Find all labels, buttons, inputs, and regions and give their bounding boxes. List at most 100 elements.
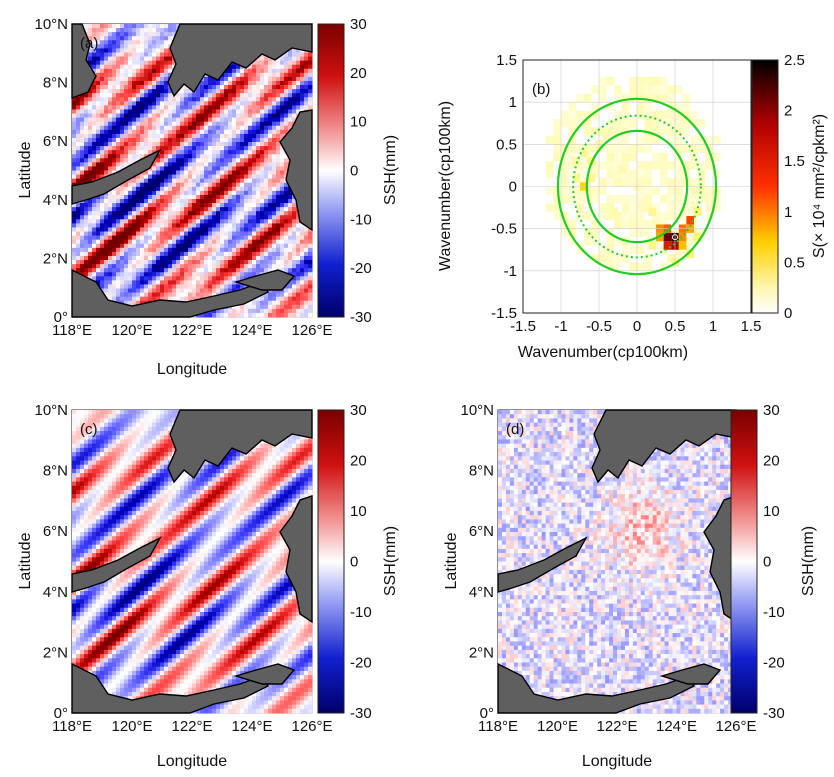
ssh-cell xyxy=(244,85,249,90)
ssh-cell xyxy=(112,414,117,419)
spectrum-cell xyxy=(697,194,706,204)
ssh-cell xyxy=(292,52,297,57)
ssh-cell xyxy=(180,268,185,273)
ssh-cell xyxy=(228,97,233,102)
ssh-cell xyxy=(216,207,221,212)
spectrum-cell xyxy=(637,135,645,145)
ssh-cell xyxy=(180,296,185,302)
ssh-cell xyxy=(140,40,145,45)
ssh-cell xyxy=(112,24,117,29)
ssh-cell xyxy=(132,24,137,29)
ssh-cell xyxy=(216,288,221,293)
ssh-cell xyxy=(104,125,109,131)
ssh-cell xyxy=(124,109,129,114)
ssh-cell xyxy=(296,276,301,281)
ssh-cell xyxy=(284,97,289,102)
ssh-cell xyxy=(152,105,157,110)
ssh-cell xyxy=(140,101,145,106)
ssh-cell xyxy=(240,227,245,232)
ssh-cell xyxy=(132,60,137,66)
ssh-cell xyxy=(152,40,157,45)
ssh-cell xyxy=(216,260,221,265)
spectrum-cell xyxy=(652,237,660,246)
ssh-cell xyxy=(164,68,169,74)
ssh-cell xyxy=(228,174,233,180)
ssh-cell xyxy=(140,52,145,57)
ssh-cell xyxy=(296,89,301,94)
ssh-cell xyxy=(232,227,237,232)
ssh-cell xyxy=(272,137,277,143)
ssh-cell xyxy=(256,117,261,123)
ssh-cell xyxy=(96,137,101,143)
ssh-cell xyxy=(244,198,249,204)
ssh-cell xyxy=(144,418,149,424)
ssh-cell xyxy=(148,264,153,269)
ssh-cell xyxy=(180,219,185,224)
ssh-cell xyxy=(72,166,77,171)
ssh-cell xyxy=(168,162,173,167)
ssh-cell xyxy=(244,182,249,188)
ssh-cell xyxy=(268,182,273,188)
ssh-cell xyxy=(96,166,101,171)
ssh-cell xyxy=(200,272,205,277)
ssh-cell xyxy=(244,235,249,241)
spectrum-cell xyxy=(705,152,713,162)
ssh-cell xyxy=(128,190,133,196)
ssh-cell xyxy=(236,247,241,253)
ssh-cell xyxy=(212,158,217,163)
ssh-cell xyxy=(296,308,301,314)
ssh-cell xyxy=(212,89,217,94)
ssh-cell xyxy=(152,414,157,419)
ssh-cell xyxy=(156,186,161,192)
ssh-cell xyxy=(108,276,113,281)
ssh-cell xyxy=(160,422,165,428)
ssh-cell xyxy=(272,247,277,253)
ssh-cell xyxy=(96,170,101,175)
ssh-cell xyxy=(232,276,237,281)
spectrum-cell xyxy=(682,237,691,246)
ssh-cell xyxy=(76,170,81,175)
ssh-cell xyxy=(96,80,101,86)
ssh-cell xyxy=(188,203,193,208)
ssh-cell xyxy=(292,292,297,298)
ssh-cell xyxy=(200,162,205,167)
ssh-cell xyxy=(168,158,173,163)
ssh-cell xyxy=(104,68,109,74)
ssh-cell xyxy=(84,243,89,249)
ssh-cell xyxy=(168,207,173,212)
ssh-cell xyxy=(168,203,173,208)
ssh-cell xyxy=(84,223,89,228)
ssh-cell xyxy=(164,162,169,167)
ssh-cell xyxy=(280,215,285,220)
ssh-cell xyxy=(96,203,101,208)
ssh-cell xyxy=(256,182,261,188)
ssh-cell xyxy=(112,186,117,192)
ssh-cell xyxy=(292,105,297,110)
ssh-cell xyxy=(204,121,209,127)
ssh-cell xyxy=(156,125,161,131)
ssh-cell xyxy=(308,101,313,106)
ssh-cell xyxy=(256,219,261,224)
ssh-cell xyxy=(160,231,165,237)
ssh-cell xyxy=(184,276,189,281)
spectrum-cell xyxy=(667,93,675,103)
ssh-cell xyxy=(192,292,197,298)
ssh-cell xyxy=(136,422,141,428)
ssh-cell xyxy=(132,113,137,118)
ssh-cell xyxy=(112,158,117,163)
spectrum-cell xyxy=(553,127,561,136)
ssh-cell xyxy=(208,129,213,135)
ssh-cell xyxy=(96,97,101,102)
ssh-cell xyxy=(96,125,101,131)
ssh-cell xyxy=(232,101,237,106)
ssh-cell xyxy=(72,410,77,415)
ssh-cell xyxy=(100,60,105,66)
ssh-cell xyxy=(80,178,85,184)
ssh-cell xyxy=(248,170,253,175)
ssh-cell xyxy=(148,68,153,74)
ssh-cell xyxy=(236,186,241,192)
ssh-cell xyxy=(268,56,273,62)
ssh-cell xyxy=(132,44,137,49)
ssh-cell xyxy=(180,142,185,147)
ssh-cell xyxy=(148,418,153,424)
